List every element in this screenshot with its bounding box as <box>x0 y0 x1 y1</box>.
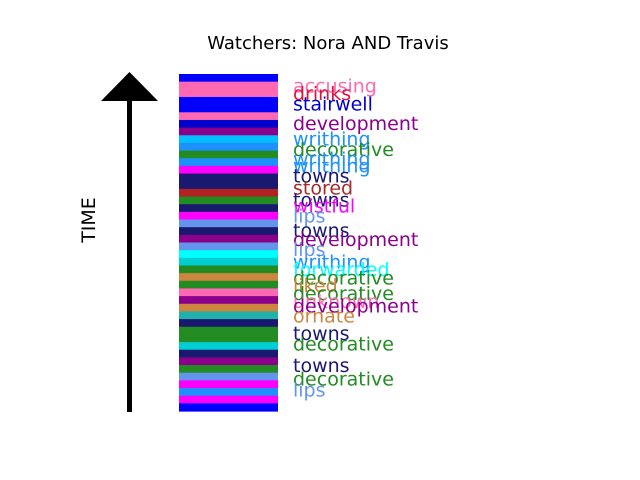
word-label: writhing <box>293 129 371 151</box>
stripe-segment <box>179 158 278 167</box>
stripe-segment <box>179 311 278 320</box>
stripe-segment <box>179 211 278 221</box>
stripe-segment <box>179 257 278 267</box>
stripe-segment <box>179 89 278 98</box>
stripe-segment <box>179 303 278 313</box>
stripe-segment <box>179 342 278 351</box>
stripe-segment <box>179 273 278 282</box>
word-labels: accusingdrinksstairwelldevelopmentwrithi… <box>293 76 418 402</box>
stripe-segment <box>179 326 278 336</box>
word-label: development <box>293 296 418 318</box>
word-label: lips <box>293 206 326 228</box>
word-label: forwarded <box>293 259 390 281</box>
stripe-segment <box>179 150 278 159</box>
stripe-segment <box>179 104 278 113</box>
time-arrow <box>101 72 158 412</box>
stripe-segment <box>179 349 278 358</box>
word-label: stairwell <box>293 93 373 115</box>
word-label: decorative <box>293 139 394 161</box>
stripe-bar <box>179 74 278 412</box>
word-label: development <box>293 229 418 251</box>
stripe-segment <box>179 395 278 404</box>
word-label: drinks <box>293 83 351 105</box>
stripe-segment <box>179 165 278 175</box>
word-label: decorative <box>293 334 394 356</box>
word-label: lips <box>293 239 326 261</box>
stripe-segment <box>179 319 278 328</box>
stripe-segment <box>179 227 278 236</box>
stripe-segment <box>179 265 278 274</box>
word-label: towns <box>293 220 350 242</box>
stripe-segment <box>179 135 278 144</box>
stripe-segment <box>179 81 278 90</box>
word-label: towns <box>293 165 350 187</box>
word-label: writhing <box>293 251 371 273</box>
stripe-segment <box>179 250 278 259</box>
stripe-segment <box>179 288 278 297</box>
word-label: development <box>293 113 418 135</box>
word-label: unknown <box>293 291 379 313</box>
stripe-segment <box>179 296 278 305</box>
word-label: writhing <box>293 148 371 170</box>
stripe-segment <box>179 112 278 121</box>
stripe-segment <box>179 357 278 366</box>
stripe-segment <box>179 119 278 129</box>
word-label: towns <box>293 190 350 212</box>
word-label: wistful <box>293 195 355 217</box>
stripe-segment <box>179 219 278 228</box>
stripe-segment <box>179 234 278 244</box>
stripe-segment <box>179 96 278 106</box>
word-label: stored <box>293 178 353 200</box>
stripe-segment <box>179 127 278 136</box>
stripe-segment <box>179 142 278 152</box>
word-label: decorative <box>293 369 394 391</box>
word-label: accusing <box>293 76 377 98</box>
stripe-segment <box>179 334 278 343</box>
stripe-segment <box>179 204 278 213</box>
stripe-segment <box>179 365 278 374</box>
chart-title: Watchers: Nora AND Travis <box>207 33 448 54</box>
stripe-segment <box>179 181 278 190</box>
stripe-segment <box>179 403 278 412</box>
word-label: towns <box>293 323 350 345</box>
word-label: ornate <box>293 305 355 327</box>
word-label: decorative <box>293 268 394 290</box>
stripe-segment <box>179 388 278 397</box>
word-label: writhing <box>293 155 371 177</box>
word-label: decorative <box>293 283 394 305</box>
stripe-segment <box>179 173 278 182</box>
word-label: lips <box>293 379 326 401</box>
stripe-segment <box>179 196 278 205</box>
stripe-segment <box>179 188 278 198</box>
word-label: towns <box>293 355 350 377</box>
stripe-segment <box>179 242 278 251</box>
stripe-segment <box>179 280 278 290</box>
time-arrow-head <box>101 72 158 101</box>
time-axis-label: TIME <box>78 197 100 244</box>
word-label: liked <box>293 275 338 297</box>
stripe-segment <box>179 380 278 389</box>
stripe-segment <box>179 74 278 83</box>
stripe-segment <box>179 372 278 381</box>
